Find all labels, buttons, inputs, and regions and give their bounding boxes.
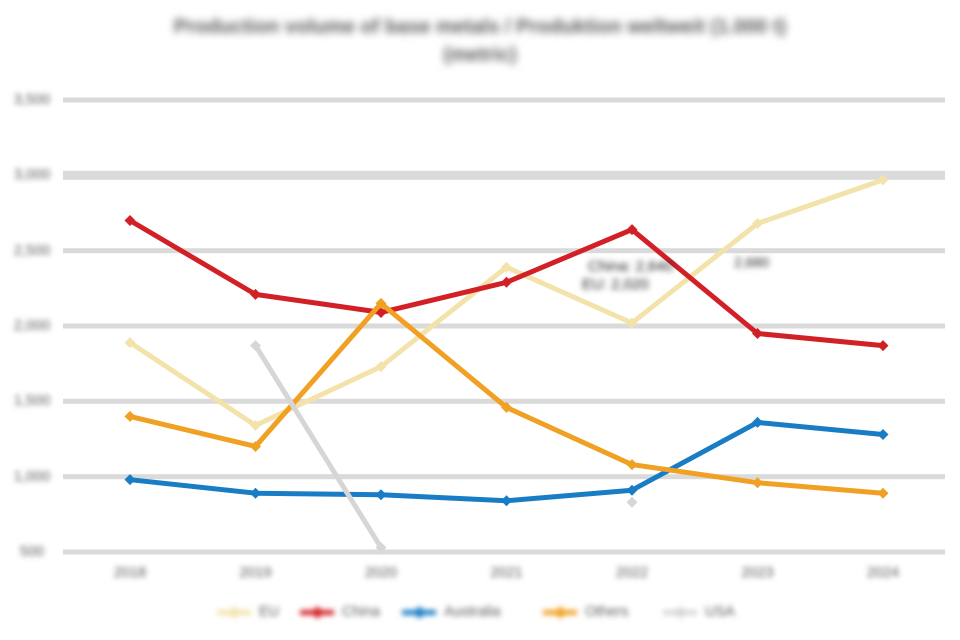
data-point-marker <box>626 317 638 329</box>
x-axis-tick-label: 2022 <box>615 565 649 581</box>
legend-item-usa: USA <box>663 602 735 622</box>
data-point-marker <box>626 496 638 508</box>
data-point-marker <box>752 218 763 230</box>
series-eu <box>124 174 889 431</box>
data-point-marker <box>250 419 261 431</box>
y-axis-tick-label: 1,500 <box>13 393 51 410</box>
y-axis-tick-label: 1,000 <box>13 468 51 485</box>
chart-annotation: 2,680 <box>734 254 770 270</box>
y-axis-tick-label: 3,000 <box>13 167 51 184</box>
gridline <box>63 323 945 329</box>
data-point-marker <box>877 487 889 499</box>
data-point-marker <box>375 541 387 553</box>
gridline <box>63 170 945 180</box>
chart-title: Production volume of base metals / Produ… <box>0 12 960 68</box>
legend-label: USA <box>705 604 735 620</box>
x-axis-tick-label: 2019 <box>239 565 272 581</box>
legend-item-eu: EU <box>217 602 279 622</box>
legend-label: EU <box>259 604 280 620</box>
legend-item-china: China <box>300 602 380 622</box>
legend-line-marker-icon <box>543 603 577 621</box>
x-axis-tick-label: 2021 <box>490 565 523 581</box>
data-point-marker <box>375 361 387 373</box>
legend-line-marker-icon <box>663 603 697 621</box>
data-point-marker <box>124 337 136 349</box>
series-china <box>124 215 889 352</box>
chart-annotation: EU: 2,020 <box>582 276 649 293</box>
data-point-marker <box>752 416 763 428</box>
gridline <box>63 248 945 254</box>
y-axis-tick-label: 3,500 <box>13 92 51 108</box>
legend-label: Australia <box>444 604 501 620</box>
data-point-marker <box>877 340 889 352</box>
x-axis-tick-label: 2024 <box>866 565 900 581</box>
data-point-marker <box>501 261 512 273</box>
data-point-marker <box>375 297 387 309</box>
data-point-marker <box>877 428 889 440</box>
y-axis-tick-label: 2,500 <box>13 242 51 259</box>
y-axis-tick-label: 2,000 <box>13 318 51 334</box>
data-point-marker <box>124 410 136 422</box>
legend-line-marker-icon <box>300 603 334 621</box>
legend-label: Others <box>585 604 629 620</box>
legend-item-others: Others <box>543 602 629 622</box>
data-point-marker <box>250 441 261 453</box>
data-point-marker <box>501 276 512 288</box>
x-axis-tick-label: 2023 <box>741 565 774 581</box>
data-point-marker <box>501 495 512 507</box>
legend-line-marker-icon <box>402 603 436 621</box>
data-point-marker <box>752 477 763 489</box>
gridline <box>63 97 945 103</box>
chart-title-line2: (metric) <box>443 44 517 66</box>
data-point-marker <box>250 288 261 300</box>
legend-item-australia: Australia <box>402 602 500 622</box>
series-line <box>253 343 384 550</box>
series-line <box>127 177 886 428</box>
series-line <box>127 300 886 496</box>
data-point-marker <box>626 459 638 471</box>
data-point-marker <box>877 174 889 186</box>
series-line <box>127 419 886 504</box>
gridline <box>63 398 945 404</box>
series-usa <box>250 340 638 553</box>
legend-label: China <box>342 604 380 620</box>
data-point-marker <box>124 474 136 486</box>
data-point-marker <box>626 484 638 496</box>
y-axis-tick-label: 500 <box>19 544 45 560</box>
gridlines <box>63 97 945 555</box>
gridline <box>63 474 945 480</box>
data-point-marker <box>124 215 136 227</box>
x-axis-tick-label: 2020 <box>364 565 398 581</box>
chart-title-line1: Production volume of base metals / Produ… <box>173 16 787 38</box>
legend-line-marker-icon <box>217 603 251 621</box>
series-australia <box>124 416 889 507</box>
data-point-marker <box>626 224 638 236</box>
gridline <box>63 549 945 555</box>
data-point-marker <box>501 401 512 413</box>
data-point-marker <box>250 340 261 352</box>
x-axis-tick-label: 2018 <box>113 565 147 581</box>
chart-annotation: China: 2,640 <box>588 258 674 275</box>
data-point-marker <box>375 489 387 501</box>
data-point-marker <box>250 487 261 499</box>
series-others <box>124 297 889 499</box>
data-point-marker <box>752 328 763 340</box>
